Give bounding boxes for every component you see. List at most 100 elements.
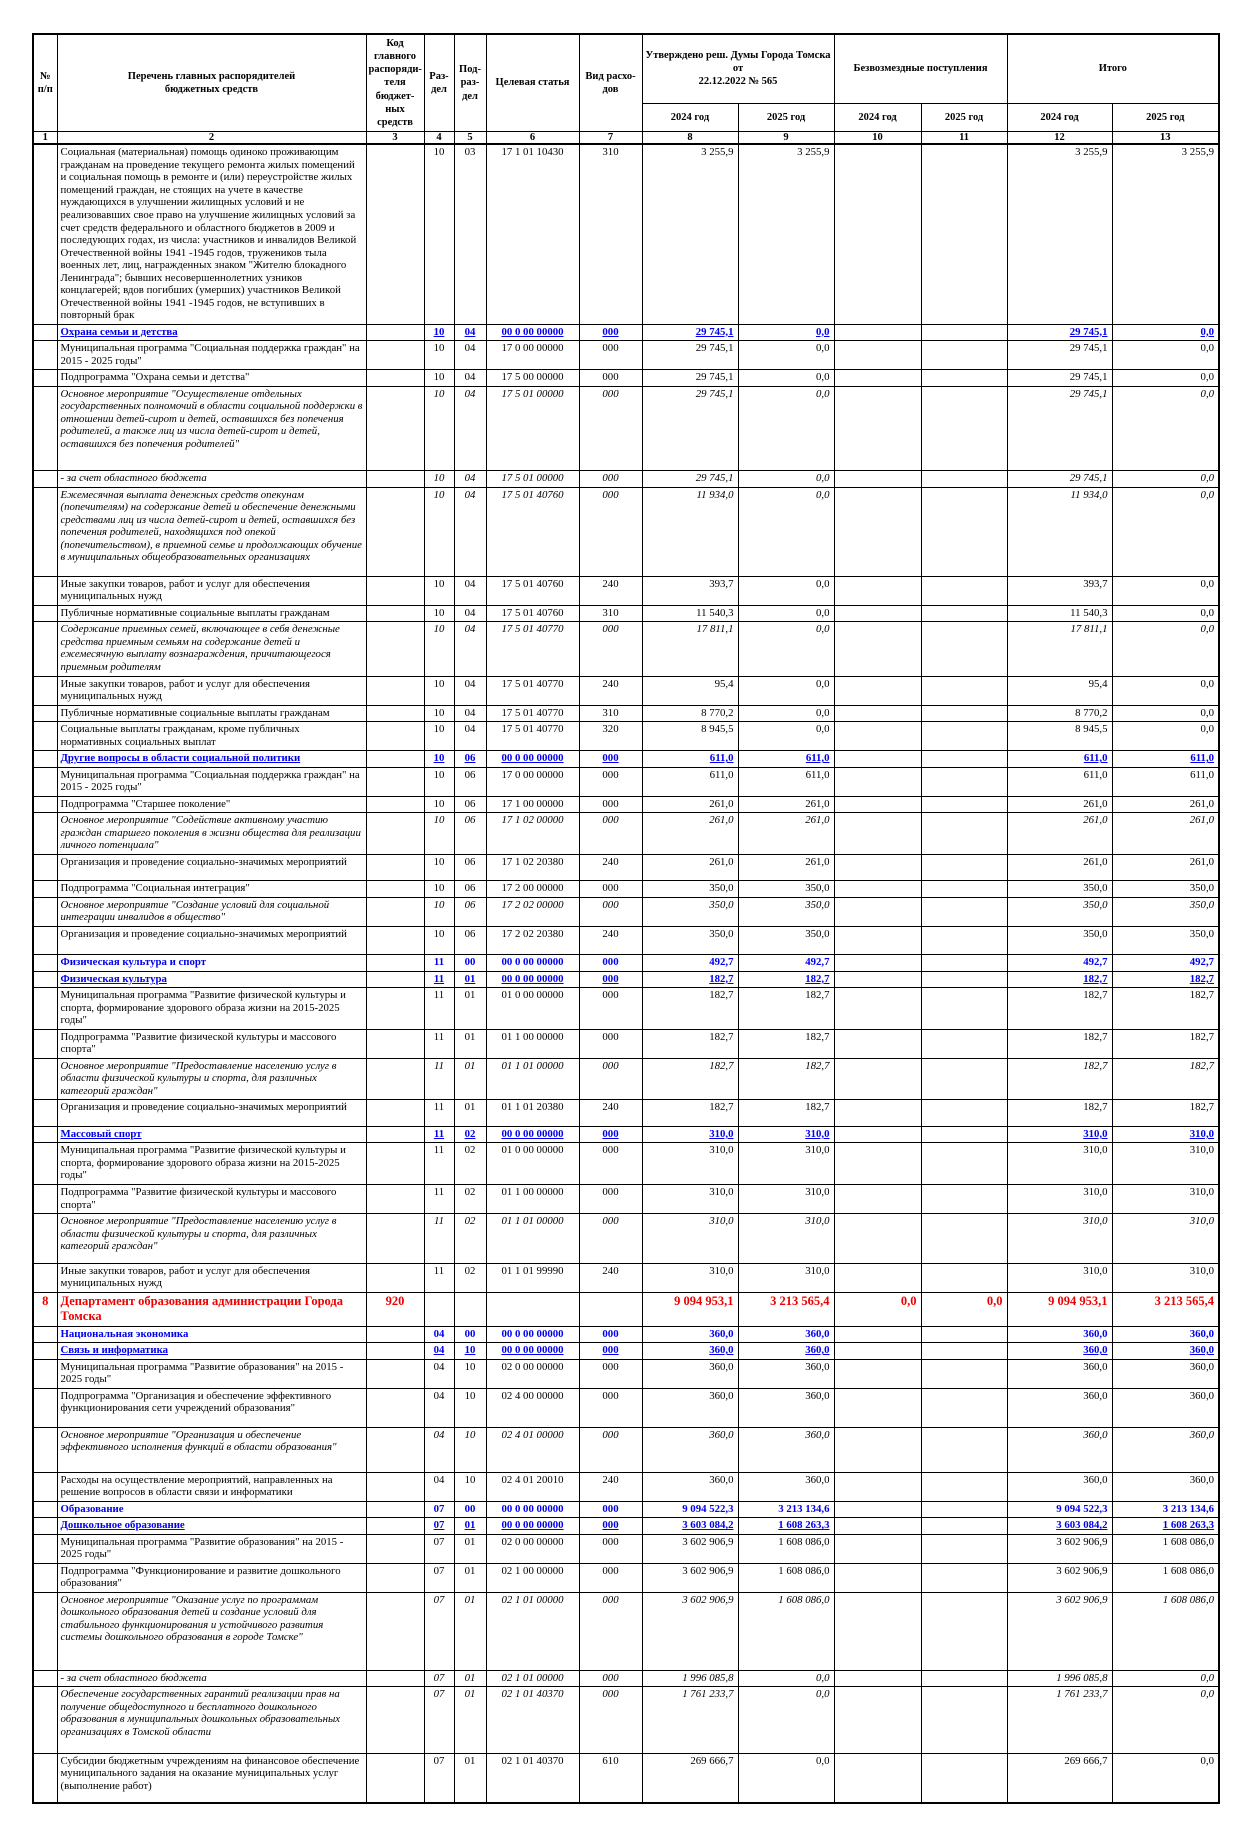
col-header-total-2025: 2025 год: [1111, 102, 1220, 132]
cell-podrazdel: 04: [453, 575, 487, 606]
cell-target-article: 01 1 01 99990: [485, 1262, 580, 1293]
col-number: 4: [423, 130, 455, 146]
col-header-approved-2025: 2025 год: [737, 102, 835, 132]
table-row: Связь и информатика 04 10 00 0 00 00000 000 3…: [32, 1342, 1220, 1360]
cell-expense-type: 000: [578, 1213, 643, 1264]
cell-razdel: 10: [423, 853, 455, 882]
cell-target-article: 17 2 00 00000: [485, 880, 580, 898]
cell-razdel: 10: [423, 143, 455, 325]
cell-row-number: 8: [32, 1291, 58, 1327]
cell-gratuitous-2024: [833, 1752, 922, 1804]
cell-razdel: 07: [423, 1517, 455, 1535]
cell-total-2024: 310,0: [1006, 1213, 1113, 1264]
cell-total-2025: 360,0: [1111, 1358, 1220, 1389]
cell-approved-2025: 182,7: [737, 1099, 835, 1127]
cell-total-2024: 360,0: [1006, 1471, 1113, 1502]
cell-podrazdel: 04: [453, 340, 487, 371]
cell-total-2024: 269 666,7: [1006, 1752, 1113, 1804]
cell-approved-2024: 3 603 084,2: [641, 1517, 739, 1535]
cell-expense-type: 000: [578, 470, 643, 488]
col-header-razdel: Раз- дел: [423, 33, 455, 132]
cell-total-2025: 261,0: [1111, 795, 1220, 814]
cell-total-2025: 1 608 086,0: [1111, 1562, 1220, 1593]
cell-item-name: Подпрограмма "Социальная интеграция": [56, 880, 367, 898]
cell-gratuitous-2024: [833, 385, 922, 472]
cell-item-name: Муниципальная программа "Развитие образо…: [56, 1358, 367, 1389]
cell-approved-2024: 3 602 906,9: [641, 1533, 739, 1564]
cell-total-2024: 261,0: [1006, 853, 1113, 882]
cell-grbs-code: [365, 1500, 425, 1519]
col-header-approved-2024: 2024 год: [641, 102, 739, 132]
cell-approved-2025: 0,0: [737, 704, 835, 723]
cell-razdel: 10: [423, 604, 455, 623]
cell-expense-type: 240: [578, 853, 643, 882]
cell-expense-type: 000: [578, 1669, 643, 1688]
cell-target-article: 02 1 01 40370: [485, 1686, 580, 1754]
cell-target-article: 02 1 01 40370: [485, 1752, 580, 1804]
cell-row-number: [32, 812, 58, 855]
table-row: Физическая культура 11 01 00 0 00 00000 000 1…: [32, 970, 1220, 989]
cell-target-article: 02 0 00 00000: [485, 1358, 580, 1389]
cell-podrazdel: 06: [453, 766, 487, 797]
cell-razdel: 04: [423, 1387, 455, 1428]
cell-total-2025: 0,0: [1111, 704, 1220, 723]
cell-gratuitous-2025: [920, 470, 1008, 488]
cell-podrazdel: 01: [453, 1533, 487, 1564]
cell-podrazdel: 06: [453, 750, 487, 768]
table-row: Подпрограмма "Социальная интеграция" 10 06…: [32, 880, 1220, 898]
cell-item-name: Основное мероприятие "Оказание услуг по …: [56, 1591, 367, 1671]
cell-total-2025: 0,0: [1111, 1669, 1220, 1688]
cell-podrazdel: 01: [453, 1562, 487, 1593]
cell-razdel: 11: [423, 1099, 455, 1127]
cell-total-2024: 360,0: [1006, 1426, 1113, 1473]
cell-approved-2024: 182,7: [641, 1028, 739, 1059]
cell-total-2025: 0,0: [1111, 1752, 1220, 1804]
header-row-years: 2024 год 2025 год 2024 год 2025 год 2024…: [33, 102, 1220, 132]
col-number: 10: [833, 130, 922, 146]
cell-total-2025: 0,0: [1111, 721, 1220, 752]
cell-total-2024: 360,0: [1006, 1325, 1113, 1344]
cell-approved-2025: 310,0: [737, 1213, 835, 1264]
cell-razdel: 11: [423, 1142, 455, 1185]
cell-razdel: 10: [423, 486, 455, 577]
cell-gratuitous-2025: [920, 1752, 1008, 1804]
cell-grbs-code: [365, 575, 425, 606]
cell-row-number: [32, 896, 58, 927]
cell-approved-2024: 611,0: [641, 750, 739, 768]
cell-approved-2025: 0,0: [737, 1669, 835, 1688]
cell-total-2024: 492,7: [1006, 954, 1113, 972]
cell-target-article: 01 1 01 00000: [485, 1213, 580, 1264]
cell-row-number: [32, 1358, 58, 1389]
cell-total-2025: 360,0: [1111, 1426, 1220, 1473]
cell-gratuitous-2025: [920, 1669, 1008, 1688]
cell-razdel: 11: [423, 954, 455, 972]
cell-razdel: 04: [423, 1358, 455, 1389]
cell-podrazdel: 04: [453, 704, 487, 723]
table-row: Охрана семьи и детства 10 04 00 0 00 00000 0…: [32, 323, 1220, 342]
cell-target-article: 02 4 01 20010: [485, 1471, 580, 1502]
cell-grbs-code: [365, 340, 425, 371]
cell-gratuitous-2024: [833, 1099, 922, 1127]
cell-approved-2024: 17 811,1: [641, 621, 739, 677]
cell-gratuitous-2025: [920, 1099, 1008, 1127]
cell-gratuitous-2024: [833, 1358, 922, 1389]
cell-target-article: 02 4 01 00000: [485, 1426, 580, 1473]
cell-total-2025: 1 608 086,0: [1111, 1533, 1220, 1564]
cell-grbs-code: [365, 1183, 425, 1215]
table-row: Муниципальная программа "Социальная подд…: [32, 766, 1220, 797]
cell-podrazdel: 06: [453, 853, 487, 882]
cell-expense-type: 610: [578, 1752, 643, 1804]
header-row-column-numbers: 1 2 3 4 5 6 7 8 9 10 11 12 13: [32, 130, 1220, 146]
cell-target-article: 01 0 00 00000: [485, 987, 580, 1030]
cell-gratuitous-2025: [920, 1262, 1008, 1293]
cell-podrazdel: 00: [453, 1325, 487, 1344]
cell-expense-type: 320: [578, 721, 643, 752]
cell-total-2025: 310,0: [1111, 1142, 1220, 1185]
cell-grbs-code: [365, 369, 425, 387]
cell-approved-2025: 182,7: [737, 1028, 835, 1059]
table-row: Основное мероприятие "Предоставление нас…: [32, 1213, 1220, 1264]
cell-total-2025: 0,0: [1111, 470, 1220, 488]
cell-row-number: [32, 1213, 58, 1264]
cell-razdel: 10: [423, 721, 455, 752]
cell-gratuitous-2024: [833, 1057, 922, 1101]
